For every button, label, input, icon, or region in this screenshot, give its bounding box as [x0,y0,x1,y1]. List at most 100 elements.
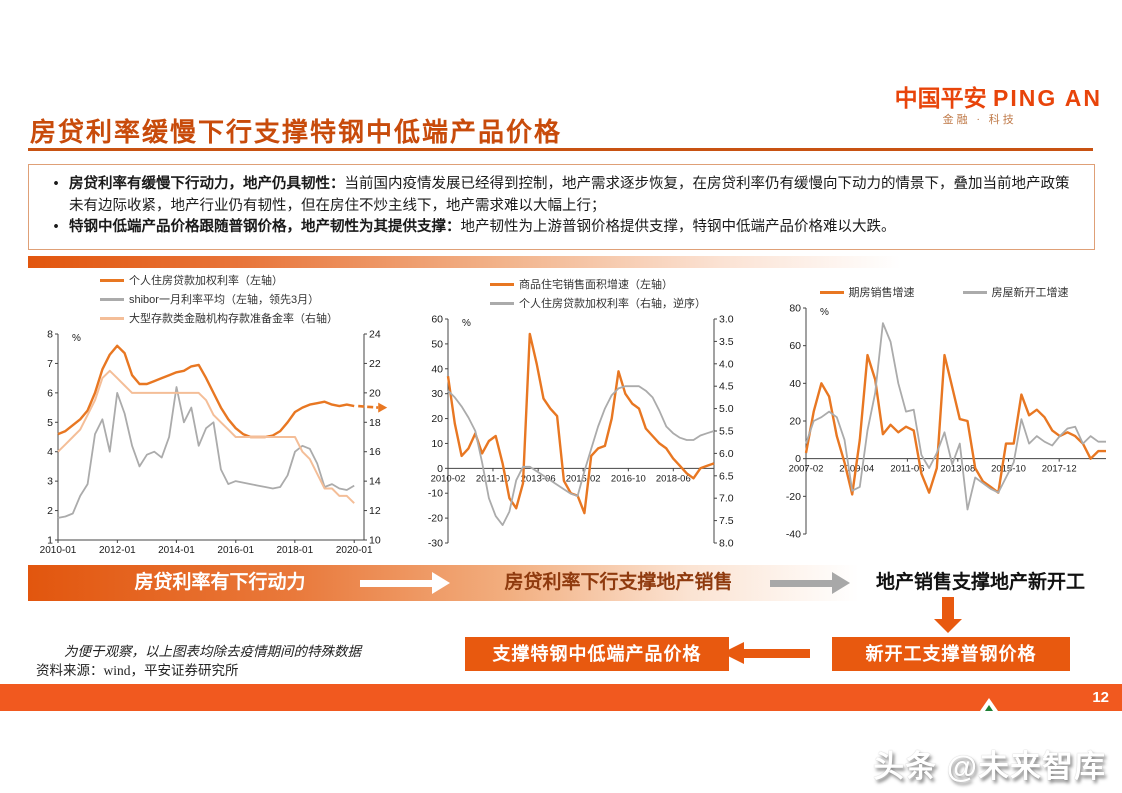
svg-text:20: 20 [789,416,801,428]
svg-text:30: 30 [431,388,443,400]
svg-text:2012-01: 2012-01 [99,545,136,556]
top-gradient-bar [28,256,1093,268]
svg-text:2018-06: 2018-06 [656,473,691,484]
pingan-logo: 中国平安 PING AN 金融 · 科技 [895,85,1102,127]
right-arrow-icon [432,572,450,594]
svg-text:%: % [462,318,471,329]
left-arrow-icon [744,649,810,658]
svg-text:10: 10 [431,438,443,450]
bullet-marker [43,217,69,239]
svg-text:2007-02: 2007-02 [789,464,824,475]
legend-item: 房屋新开工增速 [962,284,1069,300]
svg-text:4.5: 4.5 [719,381,734,393]
svg-text:2010-02: 2010-02 [431,473,466,484]
svg-text:60: 60 [431,314,443,326]
right-arrow-icon [770,580,832,587]
chart-legend: 个人住房贷款加权利率（左轴） shibor一月利率平均（左轴，领先3月） 大型存款类… [32,272,400,326]
svg-text:3: 3 [47,476,53,488]
legend-label: 大型存款类金融机构存款准备金率（右轴） [129,313,338,325]
watermark: 头条 @未来智库 [873,749,1106,784]
right-arrow-icon [360,580,432,587]
svg-text:2: 2 [47,505,53,517]
svg-text:5.0: 5.0 [719,403,734,415]
svg-text:6: 6 [47,387,53,399]
svg-text:2017-12: 2017-12 [1042,464,1077,475]
down-arrow-shaft [942,597,954,619]
page-title: 房贷利率缓慢下行支撑特钢中低端产品价格 [30,118,563,147]
pingan-mini-logo-icon [985,705,993,711]
flow-box-support-special-steel: 支撑特钢中低端产品价格 [465,637,729,671]
legend-item: shibor一月利率平均（左轴，领先3月） [100,291,319,307]
svg-text:24: 24 [369,329,381,341]
chart-legend: 期房销售增速 房屋新开工增速 [772,284,1116,300]
note-disclaimer: 为便于观察，以上图表均除去疫情期间的特殊数据 [64,644,361,659]
bullet-marker [43,174,69,217]
bullet-item: 特钢中低端产品价格跟随普钢价格，地产韧性为其提供支撑：地产韧性为上游普钢价格提供… [43,217,1080,239]
legend-line-swatch [490,282,514,286]
svg-text:7.0: 7.0 [719,493,734,505]
note-source: 资料来源：wind，平安证券研究所 [36,663,239,678]
legend-item: 期房销售增速 [819,284,915,300]
legend-label: 房屋新开工增速 [991,287,1069,299]
svg-text:3.0: 3.0 [719,314,734,326]
svg-text:2010-01: 2010-01 [40,545,77,556]
flow-step-mortgage-down: 房贷利率有下行动力 [134,572,306,593]
legend-line-swatch [100,278,124,282]
title-underline [28,148,1093,151]
chart-legend: 商品住宅销售面积增速（左轴） 个人住房贷款加权利率（右轴，逆序） [418,276,750,311]
svg-text:%: % [820,307,829,318]
svg-text:20: 20 [369,387,381,399]
legend-label: 商品住宅销售面积增速（左轴） [519,279,673,291]
svg-text:7.5: 7.5 [719,515,734,527]
chart-mortgage-shibor-reserve: 个人住房贷款加权利率（左轴） shibor一月利率平均（左轴，领先3月） 大型存款类… [32,272,400,565]
svg-text:2016-10: 2016-10 [611,473,646,484]
svg-text:5: 5 [47,417,53,429]
svg-text:14: 14 [369,476,381,488]
legend-line-swatch [490,301,514,305]
svg-text:0: 0 [437,463,443,475]
legend-label: 期房销售增速 [848,287,915,299]
svg-text:4.0: 4.0 [719,358,734,370]
pingan-logo-en: PING AN [993,85,1102,111]
chart-housing-sales-vs-mortgage-rate: 商品住宅销售面积增速（左轴） 个人住房贷款加权利率（右轴，逆序） -30 -20 -10… [418,276,750,556]
svg-text:18: 18 [369,417,381,429]
down-arrow-head [934,619,962,633]
legend-label: 个人住房贷款加权利率（左轴） [129,275,283,287]
svg-text:8.0: 8.0 [719,538,734,550]
pingan-logo-subtitle: 金融 · 科技 [942,114,1017,127]
flow-box-newstarts-support-steel: 新开工支撑普钢价格 [832,637,1070,671]
page-number: 12 [1092,689,1109,706]
legend-label: shibor一月利率平均（左轴，领先3月） [129,294,320,306]
pingan-mini-logo-icon [980,698,998,711]
svg-text:2013-06: 2013-06 [521,473,556,484]
svg-text:4: 4 [47,446,53,458]
summary-box: 房贷利率有缓慢下行动力，地产仍具韧性：当前国内疫情发展已经得到控制，地产需求逐步… [28,164,1095,250]
svg-text:22: 22 [369,358,381,370]
right-arrow-icon [832,572,850,594]
svg-text:40: 40 [789,378,801,390]
bullet-body: 地产韧性为上游普钢价格提供支撑，特钢中低端产品价格难以大跌。 [460,219,896,235]
legend-item: 商品住宅销售面积增速（左轴） [490,276,673,292]
legend-item: 个人住房贷款加权利率（左轴） [100,272,283,288]
legend-label: 个人住房贷款加权利率（右轴，逆序） [519,298,706,310]
svg-text:2013-08: 2013-08 [940,464,975,475]
svg-text:80: 80 [789,303,801,315]
svg-text:2014-01: 2014-01 [158,545,195,556]
bullet-item: 房贷利率有缓慢下行动力，地产仍具韧性：当前国内疫情发展已经得到控制，地产需求逐步… [43,174,1080,217]
svg-text:6.5: 6.5 [719,470,734,482]
svg-text:1: 1 [47,535,53,547]
left-arrow-icon [722,642,744,664]
svg-text:2011-06: 2011-06 [890,464,924,475]
bullet-text: 特钢中低端产品价格跟随普钢价格，地产韧性为其提供支撑：地产韧性为上游普钢价格提供… [69,217,896,239]
svg-text:0: 0 [795,453,801,465]
svg-text:8: 8 [47,329,53,341]
pingan-logo-text: 中国平安 PING AN [895,85,1102,111]
svg-text:12: 12 [369,505,381,517]
svg-text:40: 40 [431,363,443,375]
footer-bar: 12 [0,684,1122,711]
svg-text:2016-01: 2016-01 [217,545,254,556]
svg-text:50: 50 [431,338,443,350]
svg-text:-20: -20 [786,491,801,503]
